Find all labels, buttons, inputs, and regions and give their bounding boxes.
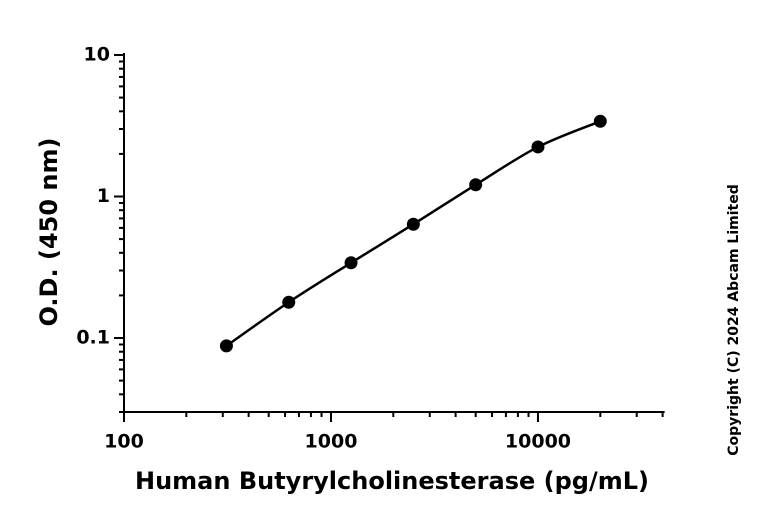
x-tick-label: 10000: [505, 431, 571, 453]
data-point: [593, 114, 607, 128]
x-axis-title: Human Butyrylcholinesterase (pg/mL): [135, 467, 649, 495]
y-tick-label: 1: [97, 185, 110, 207]
data-point: [469, 178, 483, 192]
x-tick-label: 1000: [305, 431, 358, 453]
data-point: [282, 295, 296, 309]
fit-line: [225, 120, 601, 347]
y-axis-title: O.D. (450 nm): [35, 138, 63, 327]
y-tick-label: 10: [84, 44, 110, 66]
data-point: [406, 217, 420, 231]
data-point: [531, 140, 545, 154]
copyright: Copyright (C) 2024 Abcam Limited: [726, 184, 742, 455]
data-point: [344, 256, 358, 270]
data-point: [219, 339, 233, 353]
x-tick-label: 100: [104, 431, 144, 453]
y-tick-label: 0.1: [76, 327, 110, 349]
